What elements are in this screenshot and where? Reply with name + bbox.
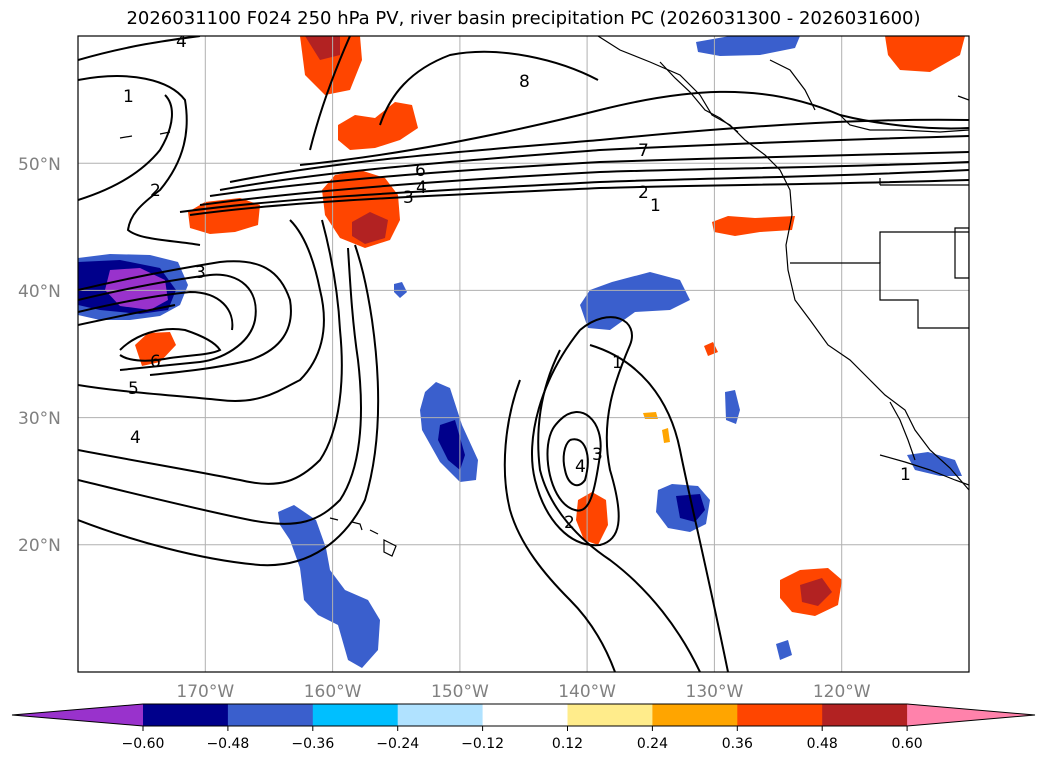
lat-label-30n: 30°N <box>18 409 61 429</box>
contour-label: 2 <box>564 513 575 533</box>
lon-label-130w: 130°W <box>686 682 744 702</box>
precip-negative-extreme <box>105 268 168 310</box>
colorbar-extend-max <box>907 704 1035 726</box>
colorbar: −0.60 −0.48 −0.36 −0.24 −0.12 0.12 0.24 0.36 0.4… <box>11 703 1036 752</box>
lon-label-150w: 150°W <box>431 682 489 702</box>
longitude-labels: 170°W 160°W 150°W 140°W 130°W 120°W <box>176 682 870 702</box>
colorbar-tick-label: 0.60 <box>892 736 923 752</box>
precip-negative-region <box>580 272 690 330</box>
map-title: 2026031100 F024 250 hPa PV, river basin … <box>126 8 921 29</box>
precip-positive-region <box>135 332 176 366</box>
precip-positive-region <box>188 198 260 234</box>
contour-label: 3 <box>403 188 414 208</box>
colorbar-segment <box>143 704 229 726</box>
precip-positive-core <box>352 212 388 244</box>
pv-contour-labels: 1 2 3 4 5 6 3 4 6 8 7 2 1 1 3 4 2 1 4 <box>123 32 911 533</box>
colorbar-tick-label: −0.60 <box>122 736 165 752</box>
precip-negative-core <box>438 420 465 470</box>
contour-label: 7 <box>638 141 649 161</box>
precip-negative-region <box>696 36 800 56</box>
precip-positive-core <box>305 36 340 60</box>
colorbar-tick-label: −0.48 <box>206 736 249 752</box>
colorbar-tick-label: 0.12 <box>552 736 583 752</box>
precip-negative-region <box>907 452 962 476</box>
lon-label-140w: 140°W <box>558 682 616 702</box>
precip-positive-region <box>662 428 670 443</box>
precip-negative-core <box>676 494 705 522</box>
contour-label: 6 <box>150 352 161 372</box>
contour-label: 1 <box>123 87 134 107</box>
contour-label: 6 <box>415 161 426 181</box>
precip-positive-region <box>576 492 608 545</box>
colorbar-segment <box>737 704 823 726</box>
lat-label-40n: 40°N <box>18 282 61 302</box>
contour-label: 5 <box>128 379 139 399</box>
lon-label-120w: 120°W <box>813 682 871 702</box>
contour-label: 4 <box>176 32 187 52</box>
contour-label: 3 <box>592 445 603 465</box>
lon-label-170w: 170°W <box>176 682 234 702</box>
latitude-labels: 20°N 30°N 40°N 50°N <box>18 155 61 556</box>
lon-label-160w: 160°W <box>304 682 362 702</box>
colorbar-segment <box>227 704 314 726</box>
colorbar-segment <box>567 704 653 726</box>
coastlines <box>597 36 969 491</box>
contour-label: 4 <box>130 428 141 448</box>
pv-contours <box>78 36 969 672</box>
lat-label-20n: 20°N <box>18 536 61 556</box>
colorbar-extend-min <box>12 704 143 726</box>
precip-negative-region <box>776 640 792 660</box>
contour-label: 1 <box>900 465 911 485</box>
colorbar-tick-label: −0.36 <box>291 736 334 752</box>
colorbar-tick-label: 0.36 <box>722 736 753 752</box>
precip-positive-region <box>712 216 795 236</box>
contour-label: 3 <box>195 263 206 283</box>
contour-label: 1 <box>650 196 661 216</box>
lat-label-50n: 50°N <box>18 155 61 175</box>
precip-negative-region <box>278 505 380 668</box>
colorbar-segment <box>482 704 568 726</box>
contour-label: 2 <box>638 183 649 203</box>
precip-positive-core <box>800 578 832 606</box>
colorbar-tick-label: −0.12 <box>461 736 504 752</box>
colorbar-segment <box>652 704 738 726</box>
contour-label: 2 <box>150 181 161 201</box>
contour-label: 8 <box>519 72 530 92</box>
colorbar-tick-label: 0.48 <box>807 736 838 752</box>
contour-label: 1 <box>612 353 623 373</box>
precip-positive-region <box>338 102 418 150</box>
contour-label: 4 <box>416 178 427 198</box>
map-frame <box>77 35 970 673</box>
colorbar-segment <box>397 704 484 726</box>
colorbar-segment <box>822 704 908 726</box>
contour-label: 4 <box>575 457 586 477</box>
precip-negative-region <box>725 390 740 424</box>
colorbar-segment <box>312 704 399 726</box>
colorbar-tick-label: −0.24 <box>376 736 419 752</box>
precip-positive-region <box>885 36 965 72</box>
colorbar-tick-label: 0.24 <box>637 736 668 752</box>
